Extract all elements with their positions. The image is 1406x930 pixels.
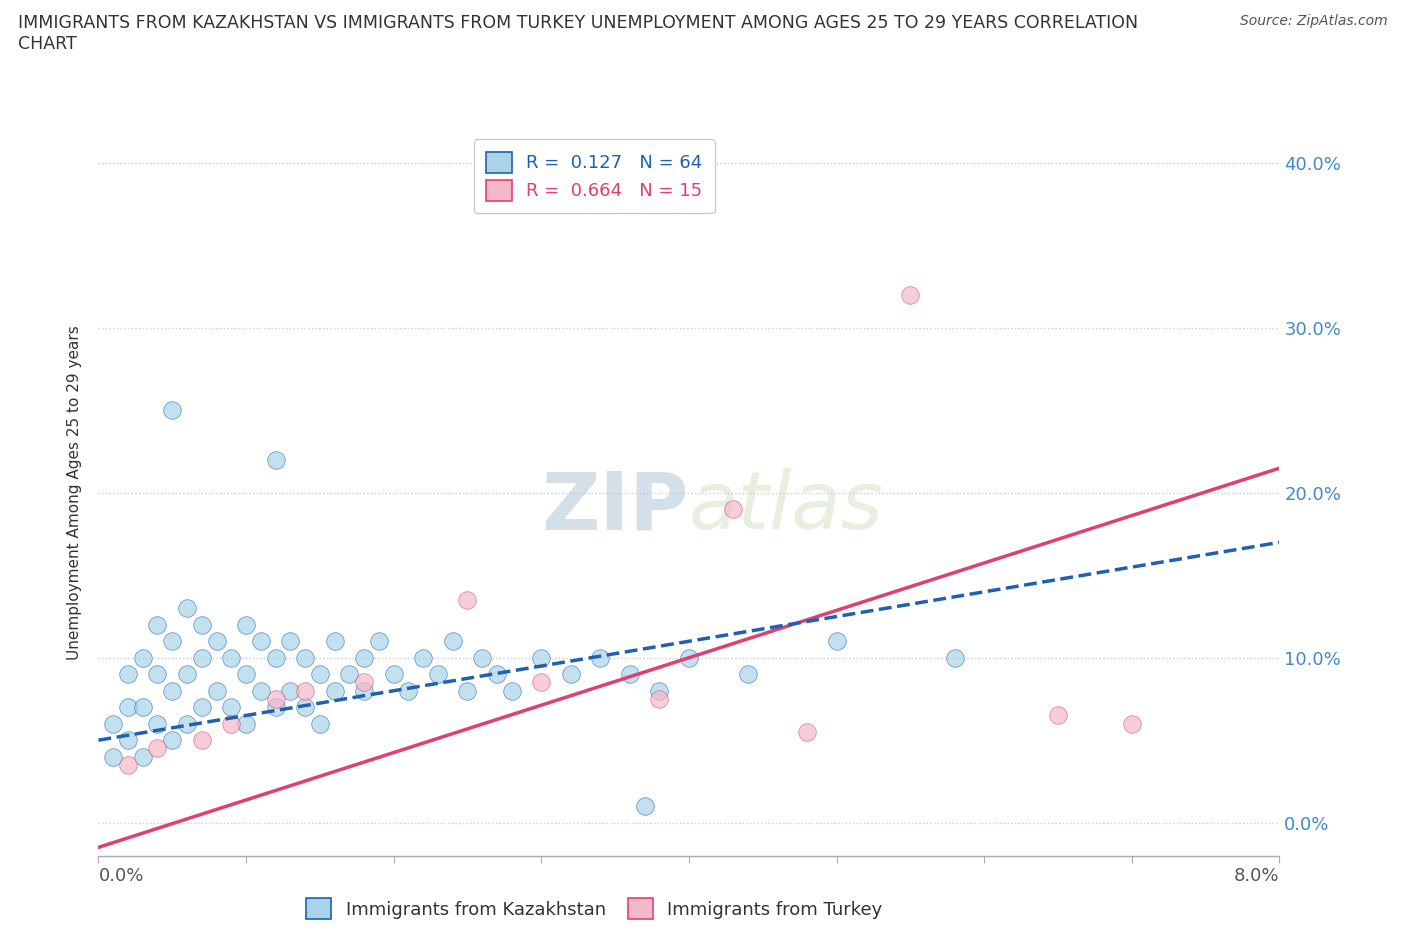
Text: IMMIGRANTS FROM KAZAKHSTAN VS IMMIGRANTS FROM TURKEY UNEMPLOYMENT AMONG AGES 25 : IMMIGRANTS FROM KAZAKHSTAN VS IMMIGRANTS…: [18, 14, 1139, 32]
Text: 8.0%: 8.0%: [1234, 867, 1279, 884]
Point: [353, 684, 375, 698]
Point: [103, 750, 125, 764]
Point: [146, 618, 169, 632]
Point: [396, 684, 419, 698]
Point: [264, 699, 287, 714]
Point: [367, 634, 389, 649]
Point: [1121, 716, 1143, 731]
Point: [103, 716, 125, 731]
Point: [191, 650, 214, 665]
Point: [900, 287, 922, 302]
Point: [323, 684, 346, 698]
Legend: Immigrants from Kazakhstan, Immigrants from Turkey: Immigrants from Kazakhstan, Immigrants f…: [299, 891, 890, 926]
Point: [162, 634, 183, 649]
Point: [278, 634, 302, 649]
Point: [337, 667, 360, 682]
Y-axis label: Unemployment Among Ages 25 to 29 years: Unemployment Among Ages 25 to 29 years: [67, 326, 83, 660]
Point: [132, 699, 155, 714]
Point: [205, 684, 228, 698]
Point: [353, 650, 375, 665]
Point: [678, 650, 700, 665]
Point: [589, 650, 612, 665]
Text: CHART: CHART: [18, 35, 77, 53]
Point: [485, 667, 508, 682]
Point: [176, 716, 198, 731]
Point: [294, 650, 316, 665]
Point: [943, 650, 966, 665]
Point: [530, 650, 553, 665]
Point: [426, 667, 449, 682]
Point: [219, 699, 242, 714]
Point: [308, 667, 332, 682]
Point: [176, 667, 198, 682]
Point: [441, 634, 464, 649]
Point: [501, 684, 523, 698]
Point: [412, 650, 434, 665]
Point: [353, 675, 375, 690]
Point: [264, 453, 287, 468]
Point: [219, 650, 242, 665]
Point: [1046, 708, 1069, 723]
Point: [560, 667, 582, 682]
Point: [176, 601, 198, 616]
Point: [456, 684, 478, 698]
Point: [294, 684, 316, 698]
Point: [648, 684, 671, 698]
Point: [737, 667, 759, 682]
Point: [132, 650, 155, 665]
Point: [146, 667, 169, 682]
Point: [146, 716, 169, 731]
Point: [250, 684, 273, 698]
Point: [235, 618, 257, 632]
Text: 0.0%: 0.0%: [98, 867, 143, 884]
Point: [796, 724, 818, 739]
Point: [530, 675, 553, 690]
Point: [264, 692, 287, 707]
Point: [235, 716, 257, 731]
Point: [278, 684, 302, 698]
Text: Source: ZipAtlas.com: Source: ZipAtlas.com: [1240, 14, 1388, 28]
Point: [471, 650, 494, 665]
Point: [294, 699, 316, 714]
Point: [308, 716, 332, 731]
Point: [117, 733, 139, 748]
Point: [235, 667, 257, 682]
Text: ZIP: ZIP: [541, 469, 689, 547]
Point: [132, 750, 155, 764]
Point: [825, 634, 848, 649]
Point: [191, 699, 214, 714]
Point: [323, 634, 346, 649]
Point: [117, 667, 139, 682]
Point: [191, 618, 214, 632]
Point: [219, 716, 242, 731]
Point: [382, 667, 405, 682]
Point: [146, 741, 169, 756]
Point: [162, 733, 183, 748]
Point: [250, 634, 273, 649]
Point: [264, 650, 287, 665]
Point: [721, 502, 744, 517]
Point: [648, 692, 671, 707]
Point: [117, 757, 139, 772]
Point: [117, 699, 139, 714]
Text: atlas: atlas: [689, 469, 884, 547]
Point: [633, 799, 655, 814]
Point: [162, 684, 183, 698]
Point: [456, 592, 478, 607]
Point: [191, 733, 214, 748]
Point: [162, 403, 183, 418]
Point: [205, 634, 228, 649]
Point: [619, 667, 641, 682]
